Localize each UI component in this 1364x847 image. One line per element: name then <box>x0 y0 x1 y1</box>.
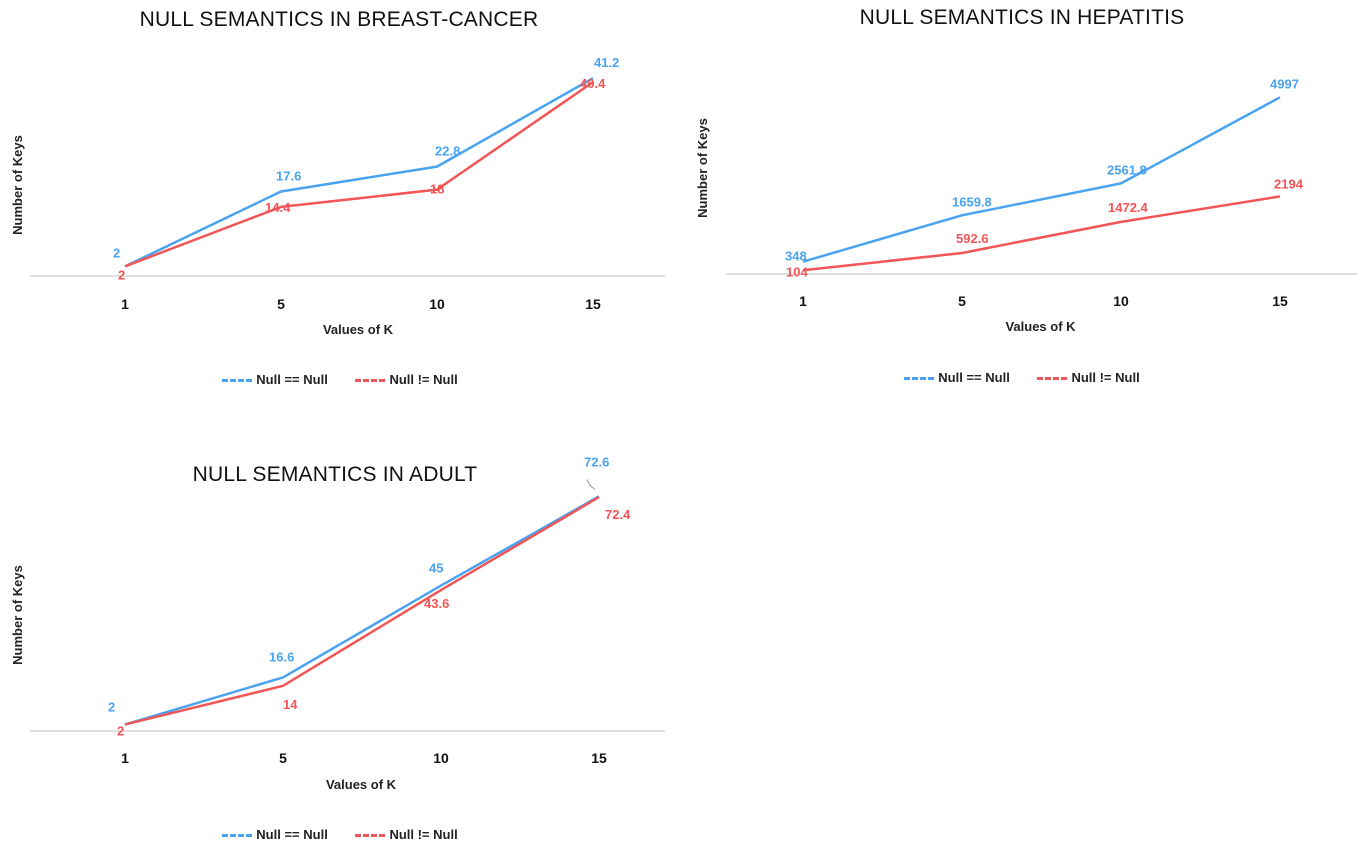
x-tick-label: 1 <box>799 293 807 309</box>
series-line-null-eq <box>124 495 600 726</box>
chart-adult: NULL SEMANTICS IN ADULT 1 5 10 15 Values of … <box>0 454 680 847</box>
chart-title: NULL SEMANTICS IN HEPATITIS <box>859 6 1185 29</box>
legend-label-null-eq: Null == Null <box>938 370 1010 385</box>
x-tick-label: 5 <box>279 750 287 766</box>
data-label-null-neq: 43.6 <box>424 596 449 611</box>
x-tick-label: 1 <box>121 750 129 766</box>
data-label-null-eq: 22.8 <box>435 144 460 159</box>
data-label-null-eq: 1659.8 <box>952 194 992 209</box>
label-leader-line <box>586 479 596 490</box>
legend-item-null-eq: Null == Null <box>222 827 328 842</box>
data-label-null-eq: 4997 <box>1270 76 1299 91</box>
data-label-null-eq: 348 <box>785 249 807 264</box>
chart-title: NULL SEMANTICS IN BREAST-CANCER <box>139 8 539 31</box>
legend-swatch-null-eq <box>222 379 253 383</box>
series-line-null-eq <box>124 77 594 268</box>
data-label-null-eq: 45 <box>429 561 443 576</box>
data-label-null-neq: 592.6 <box>956 231 989 246</box>
legend-swatch-null-eq <box>904 377 935 381</box>
data-label-null-eq: 2561.8 <box>1107 162 1147 177</box>
x-tick-label: 5 <box>958 293 966 309</box>
legend-label-null-eq: Null == Null <box>256 827 328 842</box>
chart-hepatitis: NULL SEMANTICS IN HEPATITIS 1 5 10 15 Values… <box>682 0 1362 400</box>
series-line-null-neq <box>124 496 600 726</box>
data-label-null-neq: 104 <box>786 264 808 279</box>
legend-item-null-eq: Null == Null <box>904 370 1010 385</box>
data-label-null-eq: 2 <box>108 700 115 715</box>
legend-item-null-eq: Null == Null <box>222 372 328 387</box>
legend-item-null-neq: Null != Null <box>355 827 458 842</box>
chart-legend: Null == Null Null != Null <box>0 827 680 842</box>
x-axis-label: Values of K <box>326 777 397 792</box>
y-axis-label: Number of Keys <box>10 135 25 235</box>
series-line-null-eq <box>802 96 1281 263</box>
data-label-null-eq: 72.6 <box>584 454 609 469</box>
legend-swatch-null-neq <box>355 834 386 838</box>
series-line-null-neq <box>124 81 594 268</box>
data-label-null-eq: 2 <box>113 245 120 260</box>
data-label-null-neq: 2 <box>118 267 125 282</box>
legend-item-null-neq: Null != Null <box>355 372 458 387</box>
data-label-null-eq: 17.6 <box>276 169 301 184</box>
data-label-null-eq: 41.2 <box>594 55 619 70</box>
data-label-null-neq: 14 <box>283 697 298 712</box>
series-line-null-neq <box>802 195 1281 272</box>
x-tick-label: 10 <box>1113 293 1129 309</box>
data-label-null-neq: 14.4 <box>265 200 291 215</box>
chart-breast-cancer: NULL SEMANTICS IN BREAST-CANCER 1 5 10 15 Va… <box>0 0 680 400</box>
legend-swatch-null-neq <box>355 379 386 383</box>
legend-label-null-neq: Null != Null <box>389 372 458 387</box>
data-label-null-neq: 2 <box>117 724 124 739</box>
x-tick-label: 1 <box>121 296 129 312</box>
y-axis-label: Number of Keys <box>695 118 710 218</box>
x-tick-label: 10 <box>433 750 449 766</box>
x-tick-label: 5 <box>277 296 285 312</box>
legend-swatch-null-neq <box>1037 377 1068 381</box>
x-tick-label: 15 <box>591 750 607 766</box>
x-axis-label: Values of K <box>1005 319 1076 334</box>
legend-swatch-null-eq <box>222 834 253 838</box>
chart-legend: Null == Null Null != Null <box>0 372 680 387</box>
x-tick-label: 15 <box>585 296 601 312</box>
data-label-null-neq: 72.4 <box>605 507 631 522</box>
data-label-null-neq: 1472.4 <box>1108 200 1149 215</box>
x-tick-label: 10 <box>429 296 445 312</box>
x-tick-label: 15 <box>1272 293 1288 309</box>
chart-legend: Null == Null Null != Null <box>682 370 1362 385</box>
chart-title: NULL SEMANTICS IN ADULT <box>192 463 478 486</box>
legend-label-null-neq: Null != Null <box>1071 370 1140 385</box>
data-label-null-neq: 40.4 <box>580 76 606 91</box>
legend-label-null-neq: Null != Null <box>389 827 458 842</box>
data-label-null-neq: 18 <box>430 182 444 197</box>
data-label-null-eq: 16.6 <box>269 649 294 664</box>
y-axis-label: Number of Keys <box>10 565 25 665</box>
x-axis-label: Values of K <box>323 322 394 337</box>
legend-label-null-eq: Null == Null <box>256 372 328 387</box>
data-label-null-neq: 2194 <box>1274 176 1304 191</box>
legend-item-null-neq: Null != Null <box>1037 370 1140 385</box>
